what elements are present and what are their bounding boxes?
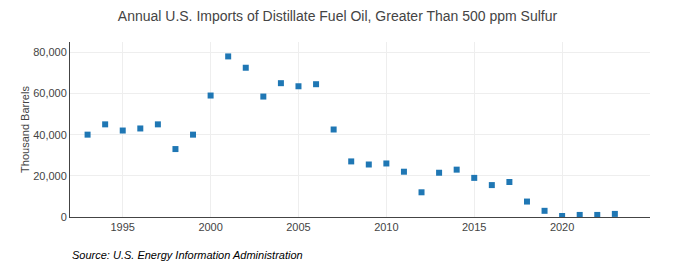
svg-text:Annual U.S. Imports of Distill: Annual U.S. Imports of Distillate Fuel O… xyxy=(118,8,558,24)
svg-text:20,000: 20,000 xyxy=(33,170,67,182)
svg-text:80,000: 80,000 xyxy=(33,46,67,58)
svg-text:Thousand Barrels: Thousand Barrels xyxy=(19,86,31,173)
svg-text:1995: 1995 xyxy=(110,221,134,233)
svg-text:2000: 2000 xyxy=(198,221,222,233)
svg-text:40,000: 40,000 xyxy=(33,129,67,141)
svg-text:Source: U.S. Energy Informatio: Source: U.S. Energy Information Administ… xyxy=(72,249,303,261)
svg-text:2020: 2020 xyxy=(550,221,574,233)
svg-text:2005: 2005 xyxy=(286,221,310,233)
svg-text:2015: 2015 xyxy=(462,221,486,233)
svg-text:0: 0 xyxy=(61,211,67,223)
svg-text:60,000: 60,000 xyxy=(33,87,67,99)
svg-text:2010: 2010 xyxy=(374,221,398,233)
